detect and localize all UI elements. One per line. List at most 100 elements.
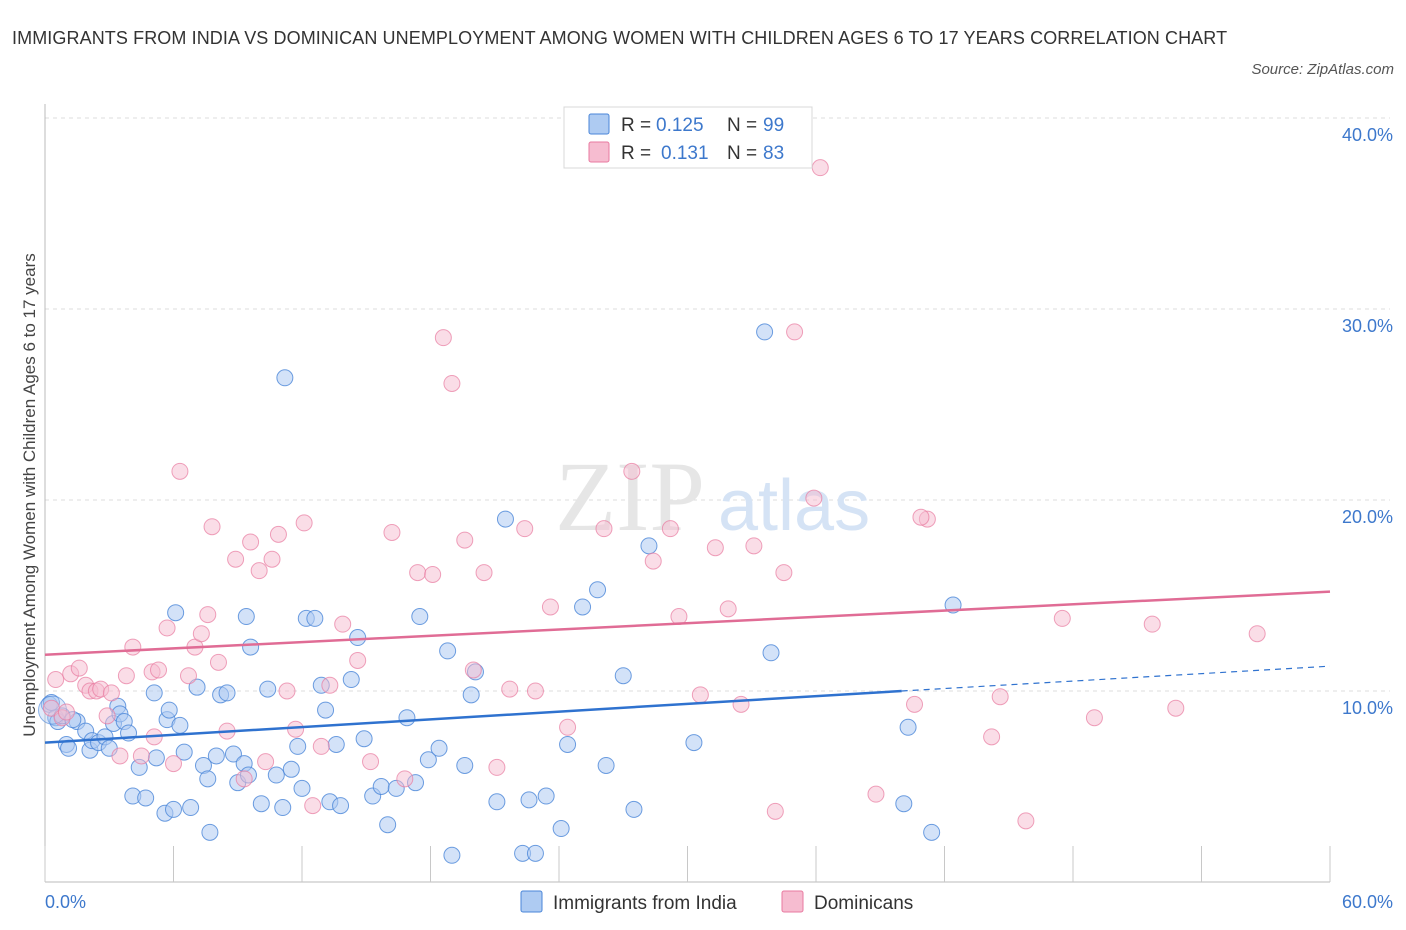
dominican-point (867, 785, 885, 803)
dominican-point (811, 159, 829, 177)
legend-india-n-value: 99 (763, 115, 784, 136)
dominican-point (111, 747, 129, 765)
dominican-point (235, 770, 253, 788)
india-point (293, 779, 311, 797)
dominican-point (434, 329, 452, 347)
dominican-point (745, 537, 763, 555)
dominican-point (179, 667, 197, 685)
bottom-legend-dominican-swatch (781, 890, 804, 913)
india-point (597, 756, 615, 774)
india-point (488, 793, 506, 811)
dominican-point (456, 531, 474, 549)
india-point (207, 747, 225, 765)
dominican-point (409, 564, 427, 582)
india-point (242, 638, 260, 656)
india-point (137, 789, 155, 807)
dominican-point (171, 462, 189, 480)
dominican-point (192, 625, 210, 643)
dominican-point (158, 619, 176, 637)
india-point (259, 680, 277, 698)
india-point (496, 510, 514, 528)
dominican-point (541, 598, 559, 616)
india-point (462, 686, 480, 704)
india-point (430, 739, 448, 757)
india-point (342, 671, 360, 689)
dominican-point (475, 564, 493, 582)
india-point (218, 684, 236, 702)
india-point (147, 749, 165, 767)
india-point (282, 760, 300, 778)
dominican-point (1143, 615, 1161, 633)
dominican-points (42, 159, 1266, 830)
dominican-point (526, 682, 544, 700)
india-point (332, 797, 350, 815)
india-point (274, 799, 292, 817)
india-point (237, 608, 255, 626)
stats-legend: R = 0.125 N = 99 R = 0.131 N = 83 (563, 106, 813, 169)
dominican-point (991, 688, 1009, 706)
dominican-point (912, 508, 930, 526)
y-axis-title: Unemployment Among Women with Children A… (20, 253, 39, 737)
dominican-point (719, 600, 737, 618)
india-point (171, 716, 189, 734)
bottom-legend-india-swatch (520, 890, 543, 913)
dominican-point (396, 770, 414, 788)
dominican-point (312, 737, 330, 755)
india-point (224, 745, 242, 763)
watermark-zip: ZIP (555, 441, 705, 552)
india-point (201, 823, 219, 841)
india-point (756, 323, 774, 341)
y-tick-label: 40.0% (1342, 125, 1393, 145)
india-point (175, 743, 193, 761)
legend-dominican-n-label: N = (727, 143, 757, 164)
india-point (762, 644, 780, 662)
dominican-point (732, 695, 750, 713)
series-legend: Immigrants from India Dominicans (520, 890, 913, 914)
dominican-point (786, 323, 804, 341)
india-point (372, 778, 390, 795)
dominican-point (464, 661, 482, 679)
dominican-point (227, 550, 245, 568)
india-point (160, 701, 178, 719)
dominican-point (257, 753, 275, 771)
dominican-point (1167, 699, 1185, 717)
dominican-point (362, 753, 380, 771)
dominican-point (203, 518, 221, 536)
india-point (289, 737, 307, 755)
dominican-point (805, 489, 823, 507)
y-tick-label: 10.0% (1342, 698, 1393, 718)
bottom-legend-india-label: Immigrants from India (553, 893, 737, 914)
india-point (379, 816, 397, 834)
dominican-point (644, 552, 662, 570)
dominican-point (1053, 609, 1071, 627)
dominican-point (269, 525, 287, 543)
india-point (589, 581, 607, 599)
y-tick-label: 30.0% (1342, 316, 1393, 336)
india-point (252, 795, 270, 813)
india-point (145, 684, 163, 702)
india-point (276, 369, 294, 387)
india-point (923, 823, 941, 841)
watermark: ZIP atlas (555, 441, 870, 552)
india-trend-line (44, 689, 902, 744)
y-tick-label: 20.0% (1342, 507, 1393, 527)
india-point (167, 604, 185, 622)
dominican-point (165, 755, 182, 773)
india-point (199, 770, 217, 788)
x-tick-label-max: 60.0% (1342, 892, 1393, 912)
dominican-point (102, 684, 120, 702)
dominican-point (516, 520, 534, 538)
india-trend-extension (901, 665, 1331, 692)
legend-india-r-label: R = (621, 115, 651, 136)
dominican-point (1085, 709, 1103, 727)
dominican-point (242, 533, 260, 551)
dominican-point (304, 797, 322, 815)
india-point (317, 701, 335, 719)
dominican-point (424, 565, 442, 583)
dominican-point (1017, 812, 1035, 830)
india-point (188, 678, 206, 696)
axis-layer (44, 104, 1331, 883)
india-point (306, 609, 324, 627)
dominican-point (1248, 625, 1266, 643)
